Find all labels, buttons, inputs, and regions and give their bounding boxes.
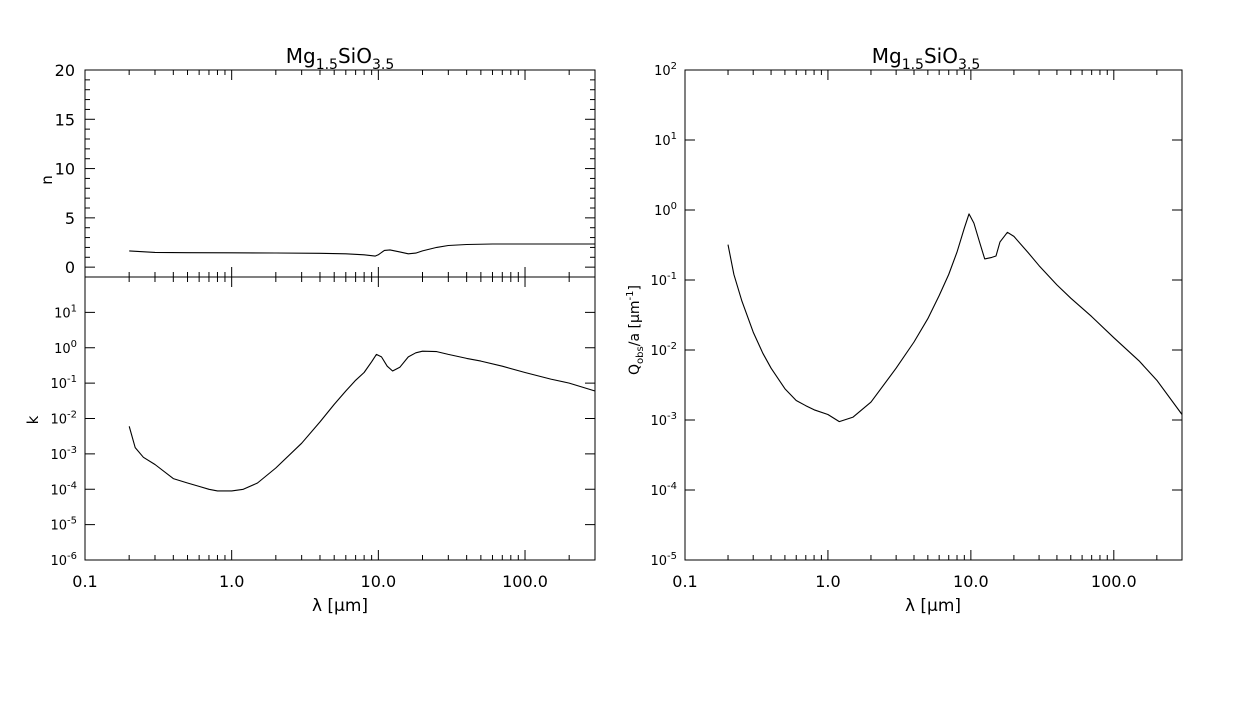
n-y-tick-label: 5 [65,209,75,228]
k-y-tick-label: 100 [54,339,77,357]
q-y-tick-label: 100 [654,201,677,219]
q-y-tick-label: 10-3 [650,411,677,429]
k-y-tick-label: 10-4 [50,480,77,498]
left-x-tick-label: 0.1 [72,572,97,591]
left-x-axis: 0.1 1.0 10.0 100.0 [72,277,596,591]
right-x-tick-label: 10.0 [953,572,989,591]
q-y-tick-label: 101 [654,131,677,149]
k-series-line [128,350,596,492]
n-axis: 0 5 10 15 20 [55,61,596,277]
k-y-tick-label: 10-1 [50,374,77,392]
left-x-tick-label: 10.0 [361,572,397,591]
right-x-tick-label: 100.0 [1091,572,1137,591]
left-chart-title: Mg1.5SiO3.5 [286,44,394,73]
q-y-tick-label: 10-4 [650,481,677,499]
left-chart: Mg1.5SiO3.5 0 5 10 15 20 n 101 100 10-1 10-2 10-… [24,44,596,616]
n-y-tick-label: 20 [55,61,75,80]
k-panel: 101 100 10-1 10-2 10-3 10-4 10-5 10-6 k [24,276,596,569]
k-panel-frame [84,276,596,561]
q-series-line [727,213,1183,423]
right-chart-title: Mg1.5SiO3.5 [872,44,980,73]
k-y-tick-label: 10-3 [50,445,77,463]
n-y-tick-label: 10 [55,160,75,179]
k-axis: 101 100 10-1 10-2 10-3 10-4 10-5 10-6 [50,276,595,569]
left-x-tick-label: 1.0 [219,572,244,591]
k-y-tick-label: 10-2 [50,410,77,428]
q-y-tick-label: 10-2 [650,341,677,359]
n-panel-frame [84,69,596,278]
q-panel-frame [684,69,1183,561]
q-y-tick-label: 10-1 [650,271,677,289]
k-y-tick-label: 101 [54,303,77,321]
right-x-tick-label: 0.1 [672,572,697,591]
right-x-axis-label: λ [μm] [905,596,961,616]
q-axis-label: Qobs/a [μm-1] [625,285,646,375]
n-y-tick-label: 0 [65,258,75,277]
right-x-tick-label: 1.0 [815,572,840,591]
k-y-tick-label: 10-6 [50,551,77,569]
k-y-tick-label: 10-5 [50,516,77,534]
right-chart: Mg1.5SiO3.5 102 101 100 10-1 10-2 10-3 10-4 10-… [625,44,1183,616]
left-x-tick-label: 100.0 [502,572,548,591]
n-y-tick-label: 15 [55,110,75,129]
n-axis-label: n [38,175,56,185]
n-series-line [129,243,595,257]
right-x-axis: 0.1 1.0 10.0 100.0 [672,70,1183,591]
n-panel: 0 5 10 15 20 n [38,61,596,278]
q-y-tick-label: 10-5 [650,551,677,569]
q-y-tick-label: 102 [654,61,677,79]
k-axis-label: k [24,415,42,424]
left-x-axis-label: λ [μm] [312,596,368,616]
q-axis: 102 101 100 10-1 10-2 10-3 10-4 10-5 [650,61,1182,569]
